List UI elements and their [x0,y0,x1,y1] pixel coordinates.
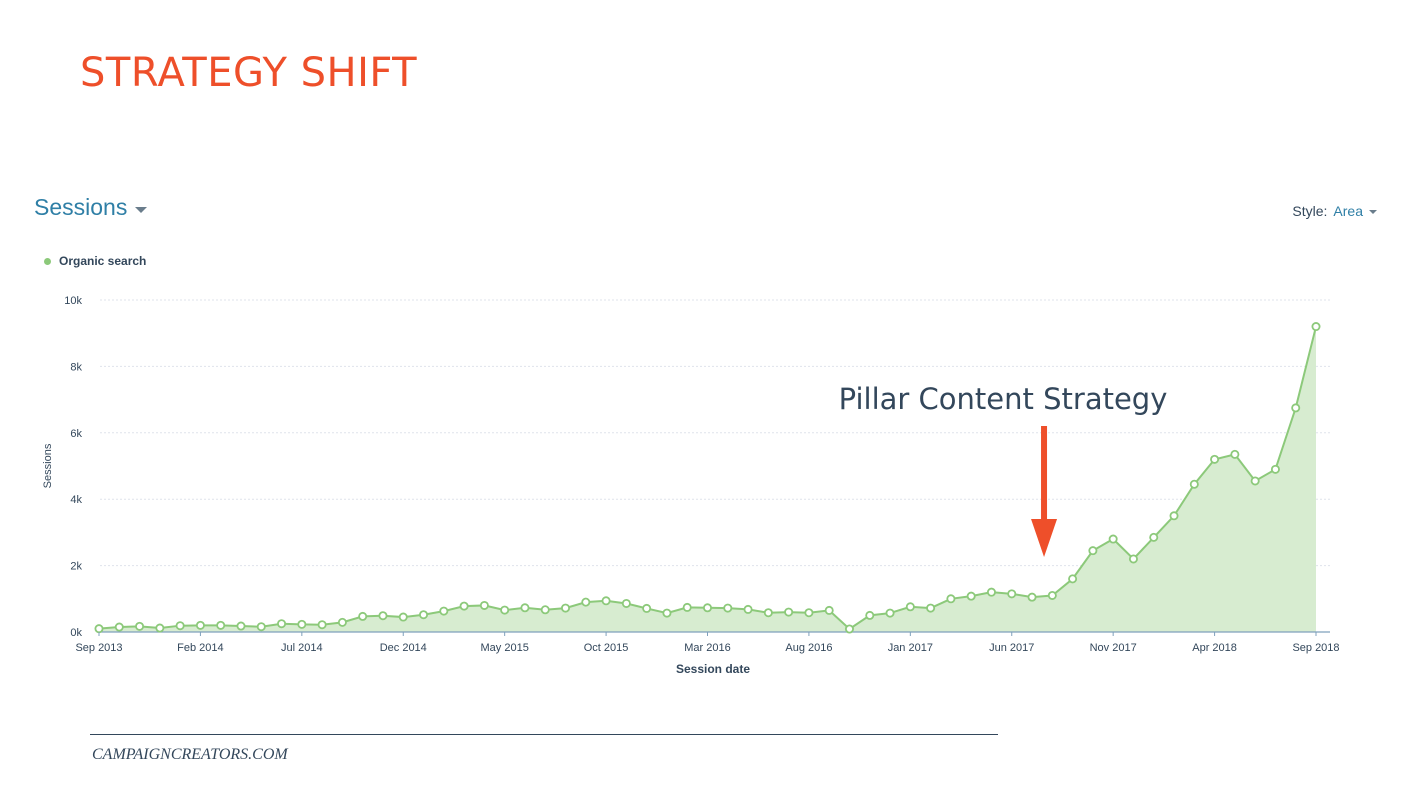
data-point [1128,554,1138,564]
data-point [398,612,408,622]
data-point [378,611,388,621]
data-point [703,603,713,613]
data-point [1291,403,1301,413]
data-point [1068,574,1078,584]
data-point [1108,534,1118,544]
data-point [540,605,550,615]
data-point [439,606,449,616]
data-point [784,607,794,617]
x-tick-label: Jan 2017 [888,642,933,654]
data-point [94,624,104,634]
x-tick-label: Feb 2014 [177,642,223,654]
x-tick-label: Mar 2016 [684,642,730,654]
data-point [1149,532,1159,542]
x-tick-label: Apr 2018 [1192,642,1237,654]
chevron-down-icon [135,206,148,213]
style-value: Area [1333,203,1363,219]
data-point [337,617,347,627]
data-point [804,608,814,618]
y-axis-title: Sessions [42,443,54,488]
x-tick-label: Aug 2016 [785,642,832,654]
data-point [844,624,854,634]
y-tick-label: 10k [64,295,82,307]
legend-marker [44,257,51,265]
data-point [865,610,875,620]
data-point [601,596,611,606]
x-tick-label: Jun 2017 [989,642,1034,654]
data-point [743,604,753,614]
data-point [1230,449,1240,459]
data-point [1088,546,1098,556]
data-point [297,619,307,629]
data-point [216,620,226,630]
data-point [1169,511,1179,521]
x-axis-title: Session date [676,662,750,676]
data-point [520,603,530,613]
data-point [1047,590,1057,600]
data-point [1027,592,1037,602]
slide-title: STRATEGY SHIFT [80,50,418,96]
footer-divider [90,734,998,735]
x-tick-label: Dec 2014 [380,642,427,654]
data-point [824,605,834,615]
style-selector[interactable]: Style: Area [1292,203,1377,219]
data-point [135,621,145,631]
data-point [114,622,124,632]
data-point [682,602,692,612]
data-point [946,594,956,604]
data-point [926,603,936,613]
legend-label: Organic search [59,254,147,268]
data-point [723,603,733,613]
x-tick-label: Sep 2013 [75,642,122,654]
y-tick-label: 0k [70,627,82,639]
data-point [1189,479,1199,489]
data-point [1270,464,1280,474]
data-point [236,621,246,631]
data-point [500,605,510,615]
x-tick-label: Jul 2014 [281,642,323,654]
data-point [277,619,287,629]
x-tick-label: Sep 2018 [1292,642,1339,654]
x-tick-label: Nov 2017 [1090,642,1137,654]
data-point [763,608,773,618]
data-point [642,603,652,613]
footer-text: CAMPAIGNCREATORS.COM [92,746,288,763]
data-point [905,602,915,612]
data-point [195,620,205,630]
data-point [581,597,591,607]
x-tick-label: Oct 2015 [584,642,629,654]
data-point [986,587,996,597]
report-title-dropdown[interactable]: Sessions [34,194,148,221]
data-point [621,598,631,608]
data-point [966,591,976,601]
data-point [155,623,165,633]
series-area [99,326,1316,632]
y-tick-label: 6k [70,428,82,440]
data-point [1250,476,1260,486]
data-point [175,621,185,631]
data-point [885,608,895,618]
y-tick-label: 2k [70,561,82,573]
data-point [479,600,489,610]
annotation-arrow-head [1031,519,1058,557]
data-point [459,601,469,611]
data-point [358,611,368,621]
x-tick-label: May 2015 [481,642,529,654]
style-label: Style: [1292,203,1328,219]
chart-legend[interactable]: Organic search [44,254,146,268]
report-title: Sessions [34,194,128,220]
y-tick-label: 8k [70,361,82,373]
chevron-down-icon [1369,210,1377,214]
data-point [1210,454,1220,464]
data-point [419,610,429,620]
y-tick-label: 4k [70,494,82,506]
data-point [1311,322,1321,332]
data-point [256,622,266,632]
data-point [561,603,571,613]
data-point [662,608,672,618]
data-point [1007,589,1017,599]
data-point [317,620,327,630]
annotation-label: Pillar Content Strategy [839,382,1168,416]
